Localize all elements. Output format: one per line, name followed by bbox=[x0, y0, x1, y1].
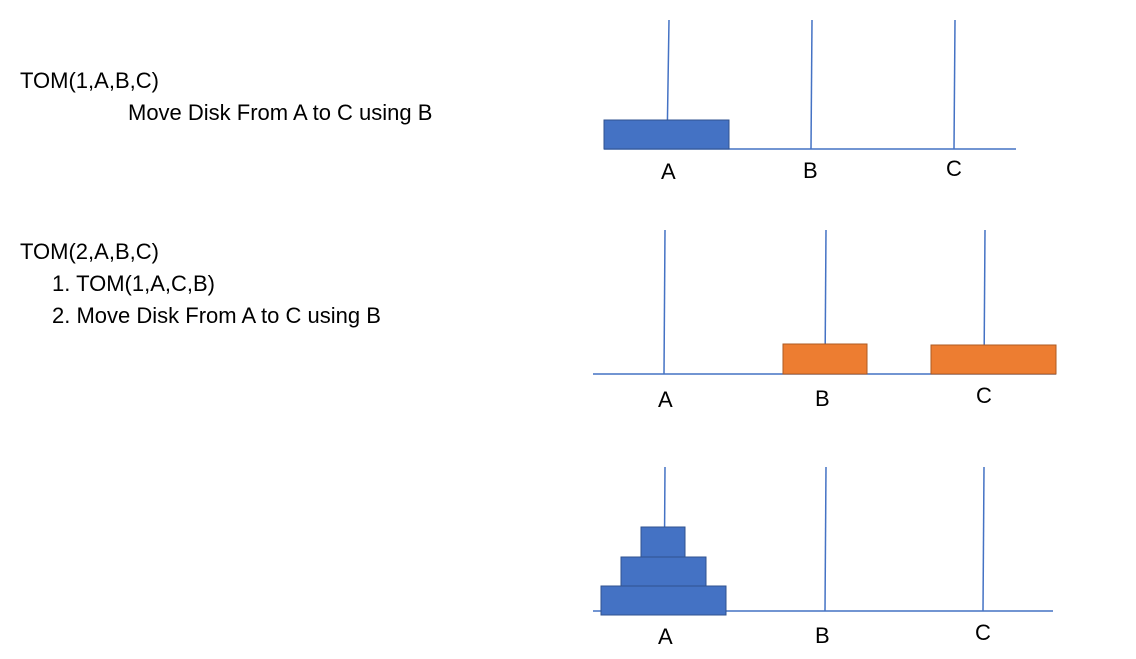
figure-3-peg-b bbox=[824, 466, 827, 612]
tom-2-heading: TOM(2,A,B,C) bbox=[20, 239, 159, 264]
figure-1-label-a: A bbox=[661, 159, 676, 184]
figure-2-peg-a bbox=[663, 229, 666, 375]
figure-3-label-b: B bbox=[815, 623, 830, 648]
figure-2-label-b: B bbox=[815, 386, 830, 411]
figure-1-disk bbox=[603, 119, 730, 150]
figure-1-peg-c bbox=[953, 19, 956, 150]
figure-2-label-c: C bbox=[976, 383, 992, 408]
figure-2-disk-c bbox=[930, 344, 1057, 375]
figure-3-peg-c bbox=[982, 466, 985, 612]
figure-2-label-a: A bbox=[658, 387, 673, 412]
figure-1-label-c: C bbox=[946, 156, 962, 181]
figure-1: A B C bbox=[603, 19, 1016, 184]
figure-2-disk-b bbox=[782, 343, 868, 375]
figure-3-label-a: A bbox=[658, 624, 673, 649]
tom-1-heading: TOM(1,A,B,C) bbox=[20, 68, 159, 93]
figure-3-disk-large bbox=[600, 585, 727, 616]
figure-3: A B C bbox=[593, 466, 1053, 649]
figure-3-disk-small bbox=[640, 526, 686, 558]
figure-3-disk-medium bbox=[620, 556, 707, 587]
figure-3-label-c: C bbox=[975, 620, 991, 645]
figure-2: A B C bbox=[593, 229, 1057, 412]
tom-2-step-1: 1. TOM(1,A,C,B) bbox=[52, 271, 216, 296]
figure-1-peg-b bbox=[810, 19, 813, 150]
tom-2-step-2: 2. Move Disk From A to C using B bbox=[52, 303, 381, 328]
tom-1-move-step: Move Disk From A to C using B bbox=[128, 100, 433, 125]
figure-1-label-b: B bbox=[803, 158, 818, 183]
